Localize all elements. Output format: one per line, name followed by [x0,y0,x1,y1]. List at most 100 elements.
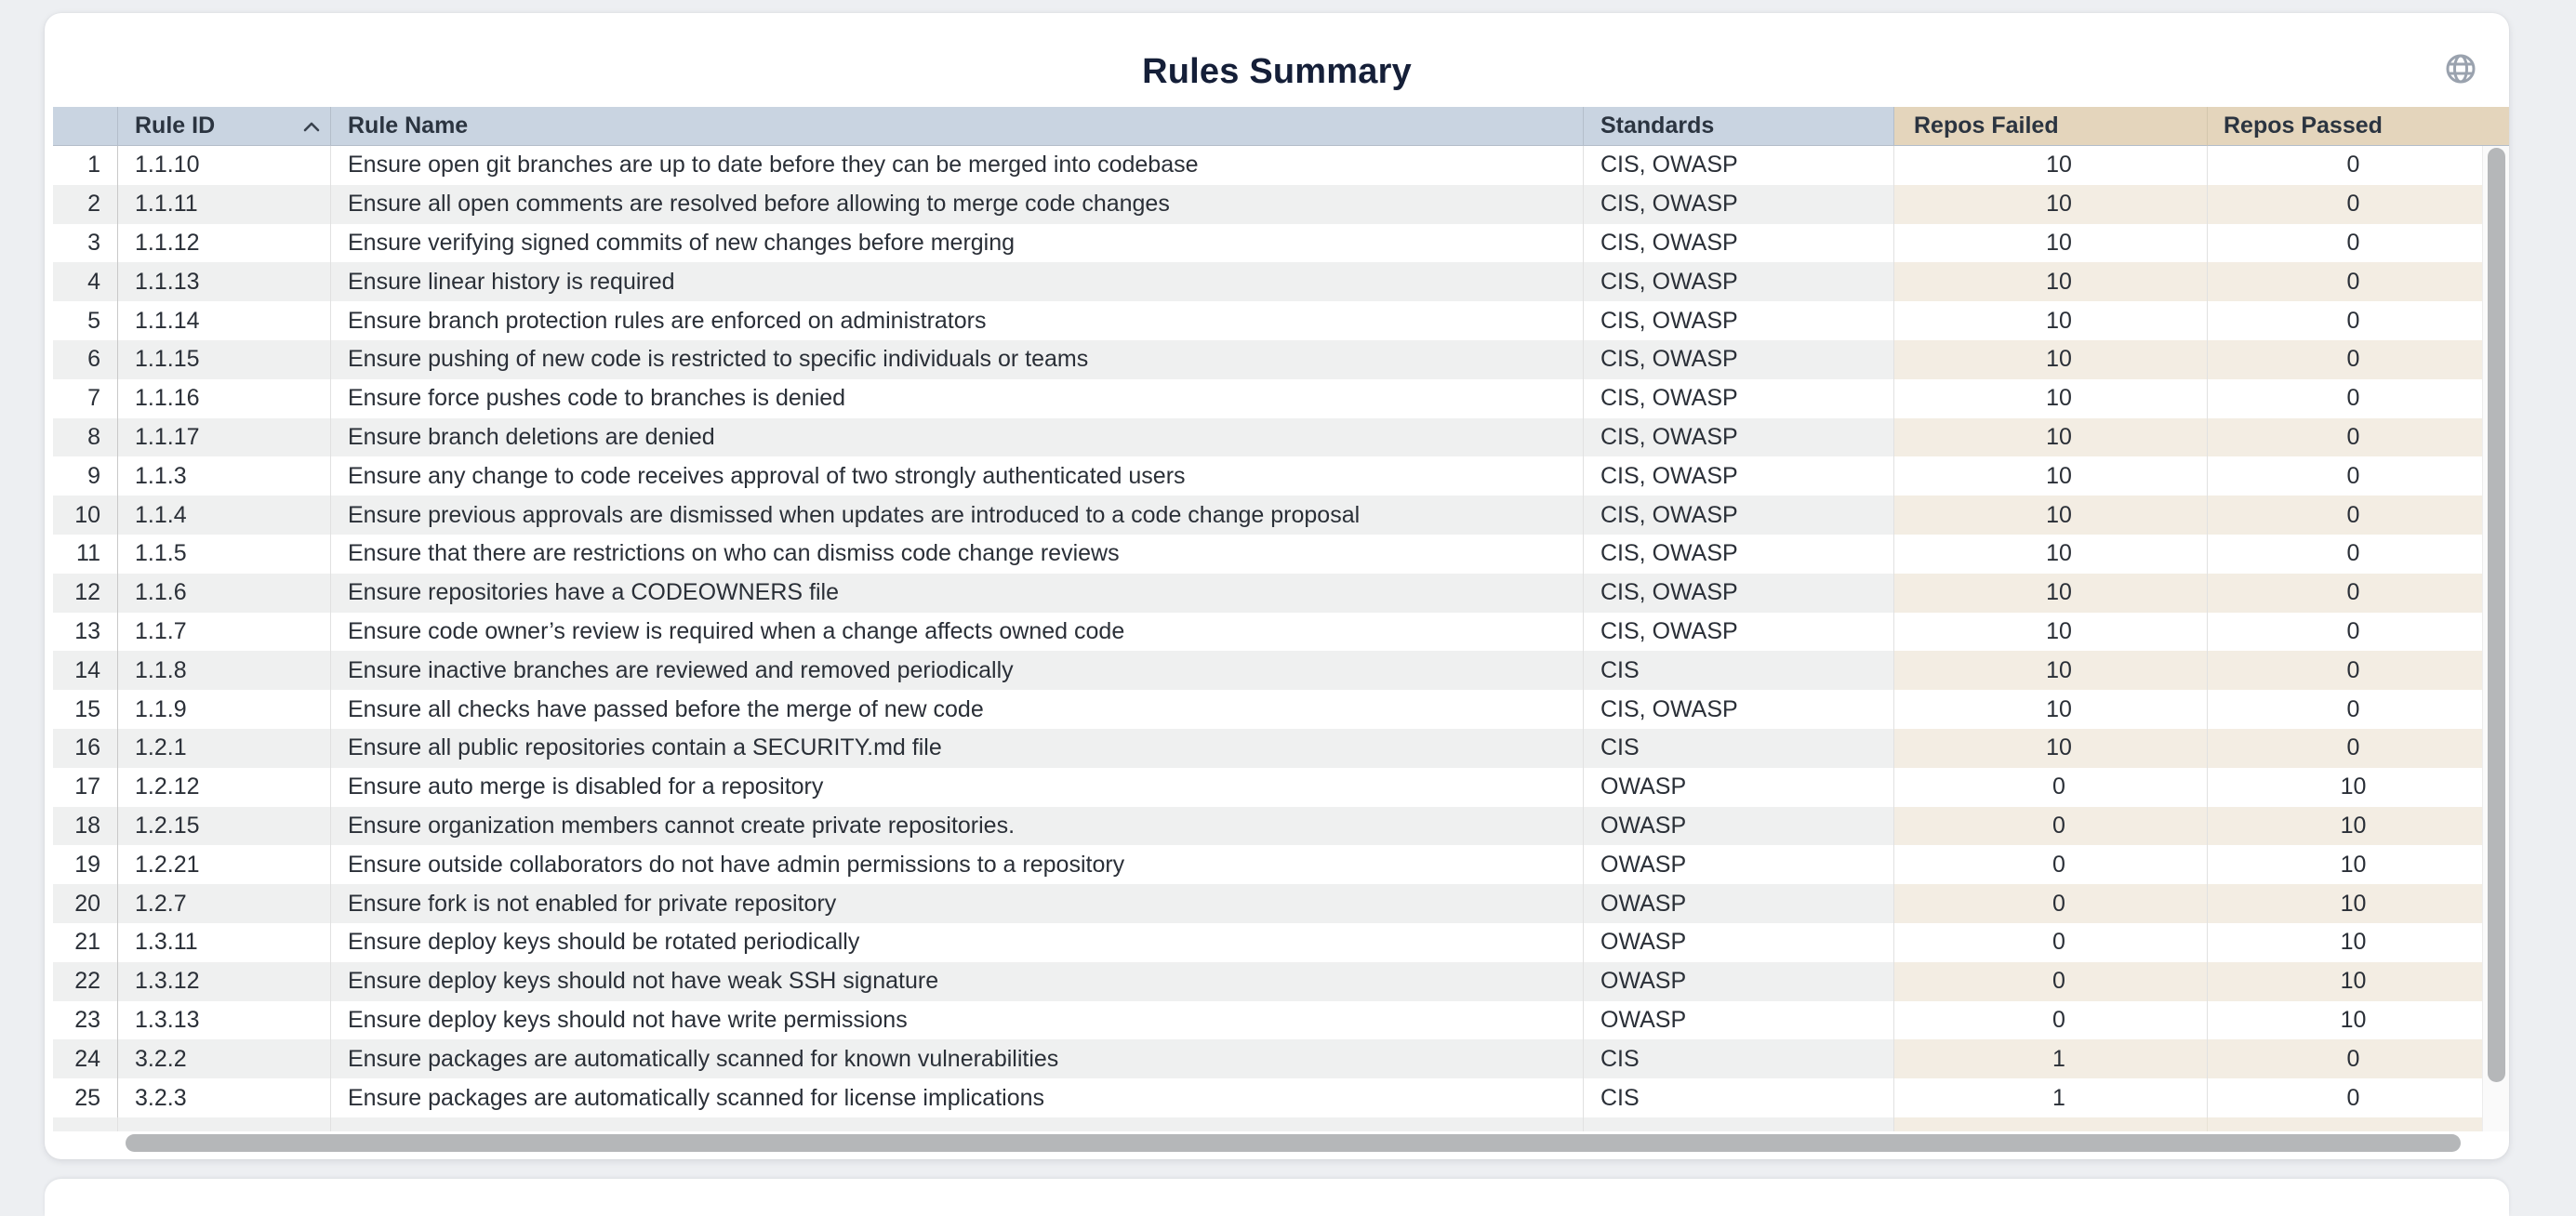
cell-row-index: 23 [53,1000,118,1040]
table-row[interactable]: 18 1.2.15 Ensure organization members ca… [53,806,2482,846]
table-row[interactable]: 16 1.2.1 Ensure all public repositories … [53,728,2482,768]
cell-standards: CIS, OWASP [1584,456,1894,496]
table-row[interactable]: 4 1.1.13 Ensure linear history is requir… [53,262,2482,302]
cell-row-index: 18 [53,806,118,846]
vertical-scrollbar[interactable] [2482,146,2509,1131]
cell-rule-name: Ensure previous approvals are dismissed … [331,496,1584,535]
cell-repos-failed: 10 [1894,456,2208,496]
cell-repos-failed: 0 [1894,806,2208,846]
header-rule-name[interactable]: Rule Name [331,107,1584,146]
cell-rule-id: 1.1.10 [118,146,331,185]
horizontal-scrollbar-thumb[interactable] [126,1133,2461,1152]
cell-standards: CIS [1584,1078,1894,1117]
cell-rule-name: Ensure pushing of new code is restricted… [331,339,1584,379]
table-row-partial [53,1117,2509,1131]
table-row[interactable]: 17 1.2.12 Ensure auto merge is disabled … [53,767,2482,807]
cell-row-index: 10 [53,496,118,535]
table-row[interactable]: 13 1.1.7 Ensure code owner’s review is r… [53,612,2482,652]
table-row[interactable]: 20 1.2.7 Ensure fork is not enabled for … [53,884,2482,923]
table-row[interactable]: 22 1.3.12 Ensure deploy keys should not … [53,961,2482,1001]
globe-button[interactable] [2442,50,2479,87]
cell-rule-id: 1.1.16 [118,378,331,418]
cell-repos-failed: 10 [1894,612,2208,652]
cell-row-index: 19 [53,845,118,885]
cell-repos-failed: 0 [1894,884,2208,923]
cell-repos-failed: 0 [1894,845,2208,885]
cell-repos-passed: 10 [2340,929,2367,956]
vertical-scrollbar-thumb[interactable] [2488,148,2505,1082]
table-row[interactable]: 10 1.1.4 Ensure previous approvals are d… [53,496,2482,535]
header-standards[interactable]: Standards [1584,107,1894,146]
cell-repos-passed: 0 [2208,417,2482,457]
sort-ascending-icon[interactable] [302,121,321,132]
cell-repos-failed: 10 [1894,728,2208,768]
cell-rule-name: Ensure branch deletions are denied [331,417,1584,457]
cell-standards: CIS [1584,651,1894,691]
cell-rule-name: Ensure auto merge is disabled for a repo… [331,767,1584,807]
table-row[interactable]: 5 1.1.14 Ensure branch protection rules … [53,301,2482,340]
cell-standards: OWASP [1584,767,1894,807]
table-row[interactable]: 14 1.1.8 Ensure inactive branches are re… [53,651,2482,691]
table-row[interactable]: 3 1.1.12 Ensure verifying signed commits… [53,223,2482,263]
header-repos-failed[interactable]: Repos Failed [1894,107,2208,146]
header-rule-id[interactable]: Rule ID [118,107,331,146]
cell-repos-failed: 0 [1894,922,2208,962]
table-row[interactable]: 7 1.1.16 Ensure force pushes code to bra… [53,378,2482,418]
cell-rule-name: Ensure verifying signed commits of new c… [331,223,1584,263]
cell-repos-failed: 1 [1894,1078,2208,1117]
cell-repos-passed: 0 [2208,496,2482,535]
cell-row-index: 21 [53,922,118,962]
cell-rule-name: Ensure repositories have a CODEOWNERS fi… [331,573,1584,613]
cell-rule-name: Ensure organization members cannot creat… [331,806,1584,846]
table-row[interactable]: 23 1.3.13 Ensure deploy keys should not … [53,1000,2482,1040]
cell-standards: CIS, OWASP [1584,339,1894,379]
cell-rule-name: Ensure branch protection rules are enfor… [331,301,1584,340]
table-row[interactable]: 11 1.1.5 Ensure that there are restricti… [53,534,2482,574]
cell-rule-name: Ensure all public repositories contain a… [331,728,1584,768]
cell-row-index: 11 [53,534,118,574]
cell-standards: OWASP [1584,845,1894,885]
cell-rule-name: Ensure that there are restrictions on wh… [331,534,1584,574]
cell-repos-failed: 0 [1894,767,2208,807]
header-row-index [53,107,118,146]
header-rule-id-label: Rule ID [135,112,216,139]
cell-rule-name: Ensure deploy keys should not have weak … [331,961,1584,1001]
cell-rule-id: 1.1.13 [118,262,331,302]
table-row[interactable]: 21 1.3.11 Ensure deploy keys should be r… [53,922,2482,962]
cell-rule-id: 1.2.7 [118,884,331,923]
table-row[interactable]: 24 3.2.2 Ensure packages are automatical… [53,1039,2482,1079]
horizontal-scrollbar[interactable] [53,1130,2482,1156]
table-header: Rule ID Rule Name Standards Repos Failed… [53,107,2509,146]
cell-repos-passed: 10 [2340,851,2367,878]
cell-repos-failed: 10 [1894,378,2208,418]
cell-row-index: 20 [53,884,118,923]
cell-repos-passed: 0 [2346,1084,2360,1111]
cell-row-index: 14 [53,651,118,691]
table-row[interactable]: 25 3.2.3 Ensure packages are automatical… [53,1078,2482,1117]
table-row[interactable]: 19 1.2.21 Ensure outside collaborators d… [53,845,2482,885]
cell-repos-passed: 0 [2208,262,2482,302]
cell-row-index: 24 [53,1039,118,1079]
cell-repos-failed: 10 [1894,534,2208,574]
cell-rule-id: 1.2.21 [118,845,331,885]
cell-repos-passed: 10 [2340,773,2367,800]
header-repos-passed[interactable]: Repos Passed [2208,107,2509,146]
cell-repos-passed: 0 [2346,385,2360,412]
cell-repos-passed: 0 [2346,152,2360,178]
cell-repos-failed: 10 [1894,573,2208,613]
table-row[interactable]: 9 1.1.3 Ensure any change to code receiv… [53,456,2482,496]
cell-row-index: 3 [53,223,118,263]
cell-repos-passed: 0 [2346,462,2360,489]
cell-rule-name: Ensure force pushes code to branches is … [331,378,1584,418]
cell-rule-id: 1.1.6 [118,573,331,613]
table-row[interactable]: 15 1.1.9 Ensure all checks have passed b… [53,690,2482,729]
cell-standards: CIS [1584,728,1894,768]
table-row[interactable]: 2 1.1.11 Ensure all open comments are re… [53,184,2482,224]
table-row[interactable]: 1 1.1.10 Ensure open git branches are up… [53,146,2482,185]
cell-row-index: 9 [53,456,118,496]
cell-row-index: 17 [53,767,118,807]
table-row[interactable]: 12 1.1.6 Ensure repositories have a CODE… [53,573,2482,613]
table-row[interactable]: 8 1.1.17 Ensure branch deletions are den… [53,417,2482,457]
table-row[interactable]: 6 1.1.15 Ensure pushing of new code is r… [53,339,2482,379]
cell-rule-id: 1.1.3 [118,456,331,496]
